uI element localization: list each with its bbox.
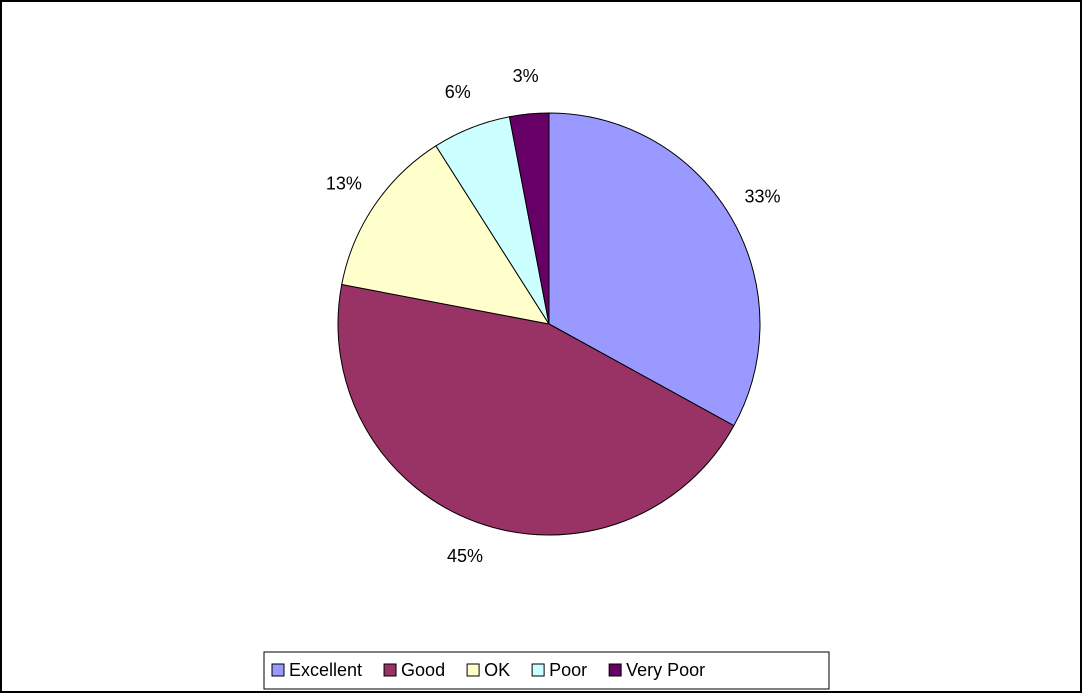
pie-slice [341, 145, 551, 325]
legend-label: OK [484, 660, 510, 680]
slice-label: 33% [744, 187, 780, 207]
legend-label: Poor [549, 660, 587, 680]
legend-label: Good [401, 660, 445, 680]
legend-swatch [271, 663, 285, 677]
pie-slice [508, 112, 550, 325]
slice-label: 45% [447, 546, 483, 566]
legend-label: Very Poor [626, 660, 705, 680]
slice-label: 3% [513, 66, 539, 86]
slice-label: 6% [445, 82, 471, 102]
legend-swatch [383, 663, 397, 677]
legend-box [263, 651, 830, 690]
pie-slice [337, 283, 735, 536]
legend-swatch [531, 663, 545, 677]
legend-swatch [466, 663, 480, 677]
legend-swatch [608, 663, 622, 677]
legend-label: Excellent [289, 660, 362, 680]
pie-slice [548, 112, 761, 427]
slice-label: 13% [326, 173, 362, 193]
